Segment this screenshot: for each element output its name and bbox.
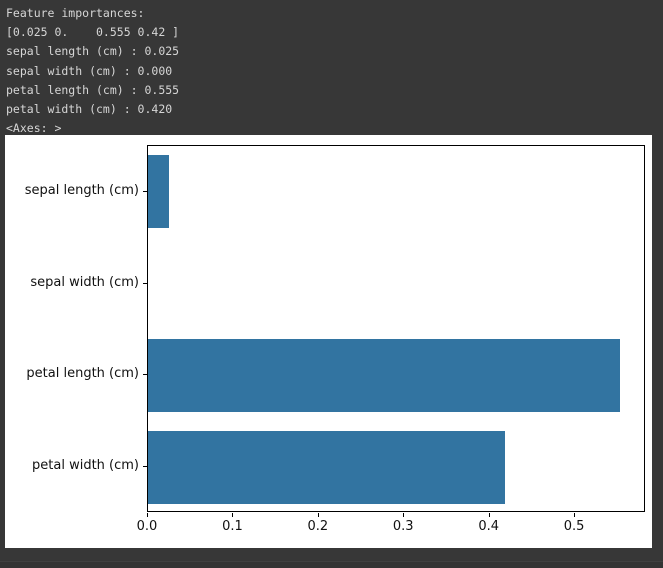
y-tick-mark [143, 466, 147, 468]
y-tick-label: sepal length (cm) [24, 182, 139, 198]
matplotlib-figure: sepal length (cm) sepal width (cm) petal l… [5, 135, 652, 548]
chart-axes [147, 145, 645, 512]
terminal-line: sepal length (cm) : 0.025 [6, 44, 180, 59]
x-tick-label: 0.5 [563, 519, 585, 534]
y-tick-label: petal width (cm) [32, 458, 139, 474]
bar-sepal-length-cm [148, 155, 170, 229]
terminal-line: Feature importances: [6, 6, 145, 20]
x-tick-label: 0.2 [307, 519, 329, 534]
y-tick-mark [143, 374, 147, 376]
panel-bottom-edge [0, 561, 663, 568]
x-tick-mark [574, 513, 576, 517]
bar-row [148, 146, 644, 238]
bar-row [148, 421, 644, 513]
x-tick-label: 0.4 [478, 519, 500, 534]
x-tick-mark [488, 513, 490, 517]
y-tick-label: sepal width (cm) [30, 274, 139, 290]
x-tick-mark [317, 513, 319, 517]
bar-row [148, 330, 644, 422]
terminal-line: [0.025 0. 0.555 0.42 ] [6, 25, 180, 40]
terminal-output: Feature importances: [0.025 0. 0.555 0.42… [6, 4, 179, 138]
bar-petal-width-cm [148, 430, 506, 504]
y-tick-mark [143, 282, 147, 284]
x-tick-mark [232, 513, 234, 517]
y-tick-label: petal length (cm) [26, 366, 139, 382]
terminal-line: <Axes: > [6, 121, 62, 136]
terminal-line: petal length (cm) : 0.555 [6, 82, 180, 97]
bar-row [148, 238, 644, 330]
terminal-line: sepal width (cm) : 0.000 [6, 63, 173, 78]
x-tick-mark [147, 513, 148, 517]
y-tick-mark [143, 190, 147, 192]
x-tick-mark [403, 513, 405, 517]
bar-petal-length-cm [148, 338, 621, 412]
terminal-line: petal width (cm) : 0.420 [6, 102, 173, 117]
x-tick-label: 0.1 [222, 519, 243, 534]
x-tick-label: 0.3 [392, 519, 414, 534]
x-tick-label: 0.0 [136, 519, 158, 534]
